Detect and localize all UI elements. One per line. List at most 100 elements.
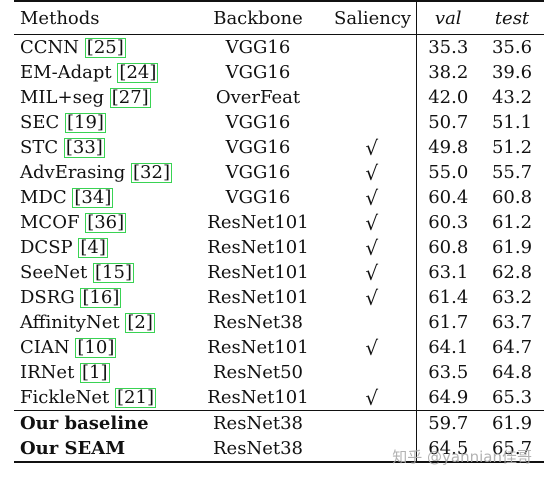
citation-number: 27: [118, 87, 142, 108]
citation-number: 16: [89, 287, 113, 308]
citation-link[interactable]: [33]: [63, 137, 105, 158]
table-row: STC [33] VGG16 √ 49.8 51.2: [14, 135, 544, 160]
val-cell: 59.7: [415, 410, 480, 436]
test-cell: 61.2: [491, 212, 533, 233]
header-row: Methods Backbone Saliency val test: [14, 0, 544, 35]
checkmark-icon: √: [365, 135, 379, 160]
checkmark-icon: √: [365, 185, 379, 210]
saliency-cell: √: [328, 385, 416, 411]
method-cell: SEC [19]: [14, 110, 188, 135]
method-cell: IRNet [1]: [14, 360, 188, 385]
val-cell: 60.8: [415, 235, 480, 260]
citation-link[interactable]: [19]: [64, 112, 106, 133]
checkmark-icon: √: [365, 210, 379, 235]
backbone-cell: VGG16: [225, 187, 291, 208]
backbone-cell: OverFeat: [215, 87, 301, 108]
val-cell: 64.1: [415, 335, 480, 360]
method-cell: CCNN [25]: [14, 35, 188, 61]
header-methods: Methods: [14, 0, 188, 35]
citation-number: 32: [140, 162, 163, 183]
backbone-cell: ResNet101: [207, 287, 309, 308]
method-name: DCSP: [20, 237, 73, 258]
table-row: DCSP [4] ResNet101 √ 60.8 61.9: [14, 235, 544, 260]
citation-number: 34: [81, 187, 105, 208]
citation-number: 25: [93, 37, 117, 58]
test-cell: 43.2: [491, 87, 533, 108]
test-cell: 63.2: [491, 287, 533, 308]
citation-link[interactable]: [15]: [93, 262, 134, 283]
citation-number: 33: [72, 137, 96, 158]
citation-number: 19: [74, 112, 97, 133]
citation-link[interactable]: [36]: [85, 212, 127, 233]
test-cell: 63.7: [491, 312, 533, 333]
citation-number: 15: [102, 262, 125, 283]
method-cell: SeeNet [15]: [14, 260, 188, 285]
method-name: AdvErasing: [20, 162, 126, 183]
val-cell: 63.5: [415, 360, 480, 385]
citation-number: 36: [94, 212, 118, 233]
backbone-cell: VGG16: [225, 62, 291, 83]
val-cell: 61.7: [415, 310, 480, 335]
citation-link[interactable]: [16]: [80, 287, 122, 308]
table-row: SeeNet [15] ResNet101 √ 63.1 62.8: [14, 260, 544, 285]
method-cell: AffinityNet [2]: [14, 310, 188, 335]
method-name: AffinityNet: [20, 312, 120, 333]
method-cell: DCSP [4]: [14, 235, 188, 260]
method-cell: Our SEAM: [14, 436, 188, 463]
table-row: CCNN [25] VGG16 35.3 35.6: [14, 34, 544, 61]
header-saliency: Saliency: [328, 0, 416, 35]
method-cell: MDC [34]: [14, 185, 188, 210]
val-cell: 49.8: [415, 135, 480, 160]
saliency-cell: [328, 35, 416, 61]
citation-link[interactable]: [25]: [84, 37, 126, 58]
citation-link[interactable]: [4]: [78, 237, 108, 258]
val-cell: 61.4: [415, 285, 480, 310]
citation-link[interactable]: [21]: [115, 387, 156, 408]
method-cell: AdvErasing [32]: [14, 160, 188, 185]
method-cell: FickleNet [21]: [14, 385, 188, 411]
test-cell: 64.8: [491, 362, 533, 383]
backbone-cell: ResNet50: [213, 362, 303, 383]
test-cell: 62.8: [491, 262, 533, 283]
val-cell: 60.4: [415, 185, 480, 210]
method-name: SEC: [20, 112, 60, 133]
table-row: AffinityNet [2] ResNet38 61.7 63.7: [14, 310, 544, 335]
table-row: FickleNet [21] ResNet101 √ 64.9 65.3: [14, 385, 544, 411]
saliency-cell: √: [328, 160, 416, 185]
saliency-cell: √: [328, 185, 416, 210]
method-name: MDC: [20, 187, 67, 208]
citation-link[interactable]: [2]: [125, 312, 155, 333]
table-row: MCOF [36] ResNet101 √ 60.3 61.2: [14, 210, 544, 235]
citation-link[interactable]: [27]: [109, 87, 151, 108]
citation-link[interactable]: [24]: [117, 62, 159, 83]
citation-link[interactable]: [10]: [75, 337, 117, 358]
citation-number: 1: [89, 362, 101, 383]
table-row: MDC [34] VGG16 √ 60.4 60.8: [14, 185, 544, 210]
test-cell: 55.7: [491, 162, 533, 183]
saliency-cell: [328, 310, 416, 335]
citation-link[interactable]: [34]: [72, 187, 114, 208]
checkmark-icon: √: [365, 235, 379, 260]
citation-link[interactable]: [1]: [80, 362, 110, 383]
method-name: MIL+seg: [20, 87, 104, 108]
table-row: IRNet [1] ResNet50 63.5 64.8: [14, 360, 544, 385]
backbone-cell: ResNet101: [207, 337, 309, 358]
checkmark-icon: √: [365, 335, 379, 360]
saliency-cell: [328, 410, 416, 436]
citation-number: 21: [124, 387, 147, 408]
backbone-cell: ResNet101: [207, 212, 309, 233]
table-row: MIL+seg [27] OverFeat 42.0 43.2: [14, 85, 544, 110]
val-cell: 50.7: [415, 110, 480, 135]
val-cell: 35.3: [415, 34, 480, 60]
saliency-cell: √: [328, 260, 416, 285]
checkmark-icon: √: [365, 260, 379, 285]
test-cell: 61.9: [491, 237, 533, 258]
table-row: CIAN [10] ResNet101 √ 64.1 64.7: [14, 335, 544, 360]
citation-link[interactable]: [32]: [131, 162, 172, 183]
table-row: AdvErasing [32] VGG16 √ 55.0 55.7: [14, 160, 544, 185]
method-name: DSRG: [20, 287, 75, 308]
backbone-cell: VGG16: [225, 37, 291, 58]
checkmark-icon: √: [365, 285, 379, 310]
checkmark-icon: √: [365, 385, 379, 410]
citation-number: 24: [126, 62, 150, 83]
